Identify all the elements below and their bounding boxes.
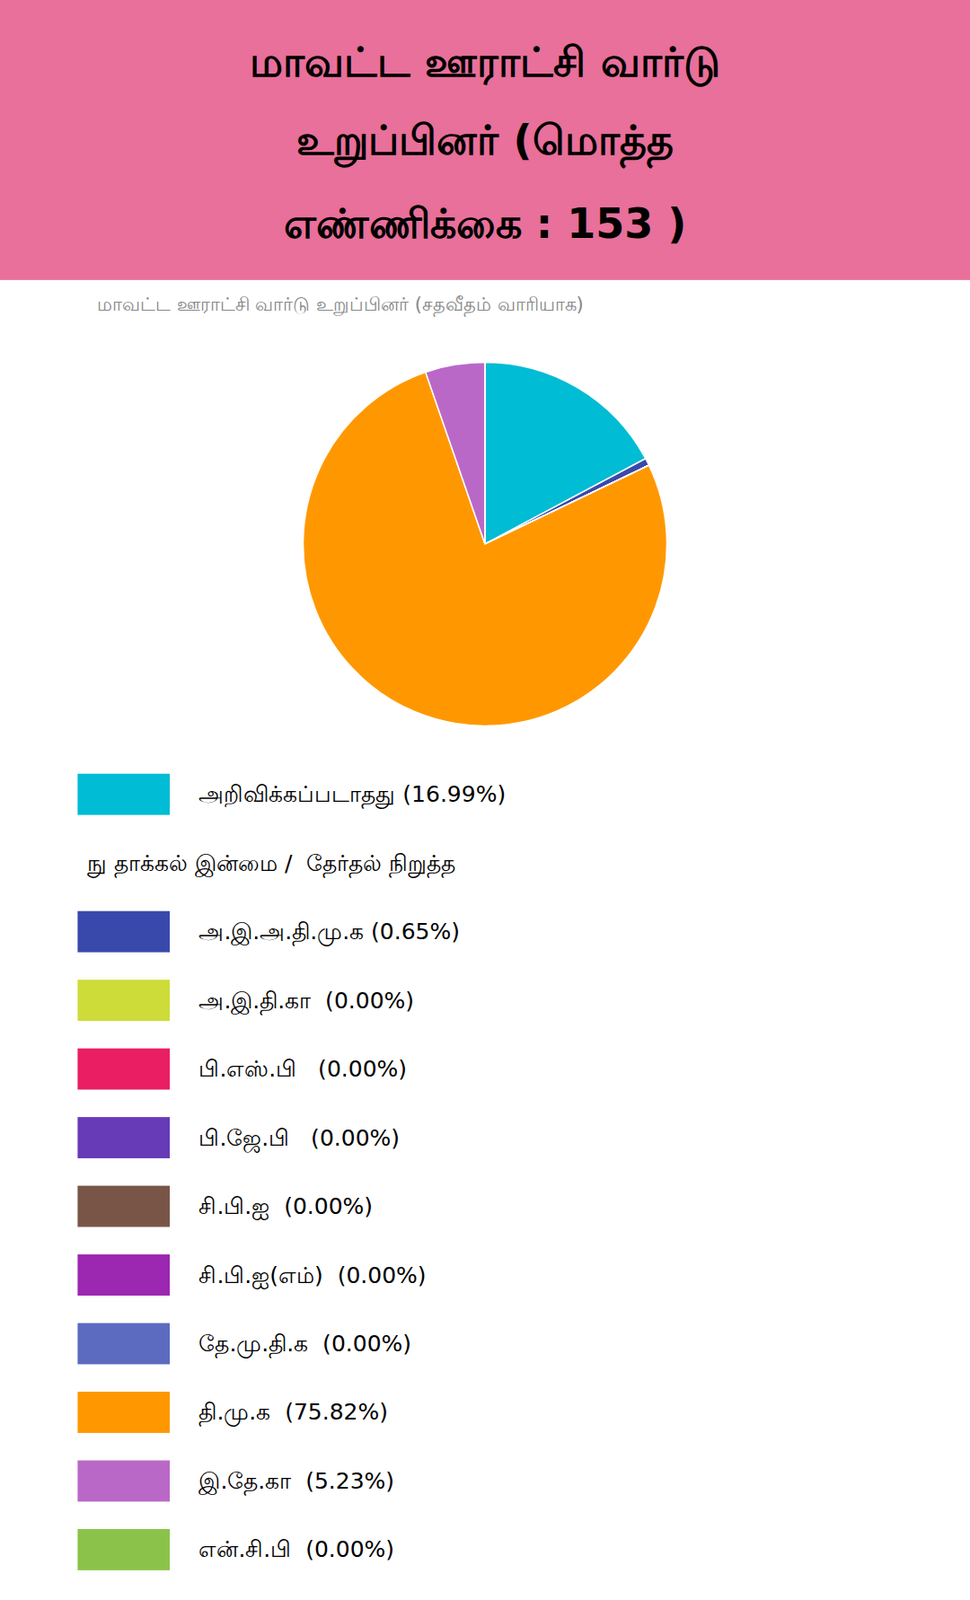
legend-label: அறிவிக்கப்படாதது (16.99%) <box>198 781 506 810</box>
legend-swatch <box>77 1254 170 1297</box>
legend-label: தே.மு.தி.க (0.00%) <box>198 1331 412 1359</box>
chart: மாவட்ட ஊராட்சி வார்டு உறுப்பினர் (மொத்த எண… <box>0 0 970 1600</box>
legend-label: நு தாக்கல் இன்மை / தேர்தல் நிறுத்த <box>87 850 456 879</box>
legend-label: அ.இ.தி.கா (0.00%) <box>198 987 415 1016</box>
legend-label: இ.தே.கா (5.23%) <box>198 1468 395 1497</box>
background <box>0 0 970 1600</box>
legend-swatch <box>77 1461 170 1503</box>
pie-slice <box>425 361 485 545</box>
legend-label: சி.பி.ஐ(எம்) (0.00%) <box>198 1262 426 1290</box>
legend-swatch <box>77 1186 170 1228</box>
legend-label: தி.மு.க (75.82%) <box>198 1399 388 1428</box>
legend-swatch <box>77 774 170 816</box>
legend-label: அ.இ.அ.தி.மு.க (0.65%) <box>198 918 460 947</box>
title-banner <box>0 0 970 281</box>
title: உறுப்பினர் (மொத்த <box>296 115 673 169</box>
pie-slice <box>484 361 486 545</box>
legend: அறிவிக்கப்படாதது (16.99%) நு தாக்கல் இன்ம… <box>77 774 506 1571</box>
legend-label: பி.ஜே.பி (0.00%) <box>198 1125 400 1154</box>
legend-label: பி.எஸ்.பி (0.00%) <box>198 1056 407 1083</box>
legend-swatch <box>77 1117 170 1159</box>
title: மாவட்ட ஊராட்சி வார்டு <box>249 37 720 88</box>
subtitle: மாவட்ட ஊராட்சி வார்டு உறுப்பினர் (சதவீதம… <box>97 293 584 318</box>
title: எண்ணிக்கை : 153 ) <box>283 199 687 248</box>
legend-swatch <box>77 1049 170 1091</box>
legend-label: சி.பி.ஐ (0.00%) <box>198 1193 373 1221</box>
pie <box>303 361 668 726</box>
legend-swatch <box>77 1323 170 1366</box>
legend-label: என்.சி.பி (0.00%) <box>198 1536 395 1563</box>
legend-swatch <box>77 1392 170 1434</box>
legend-swatch <box>77 911 170 953</box>
legend-swatch <box>77 1529 170 1571</box>
legend-swatch <box>77 979 170 1022</box>
